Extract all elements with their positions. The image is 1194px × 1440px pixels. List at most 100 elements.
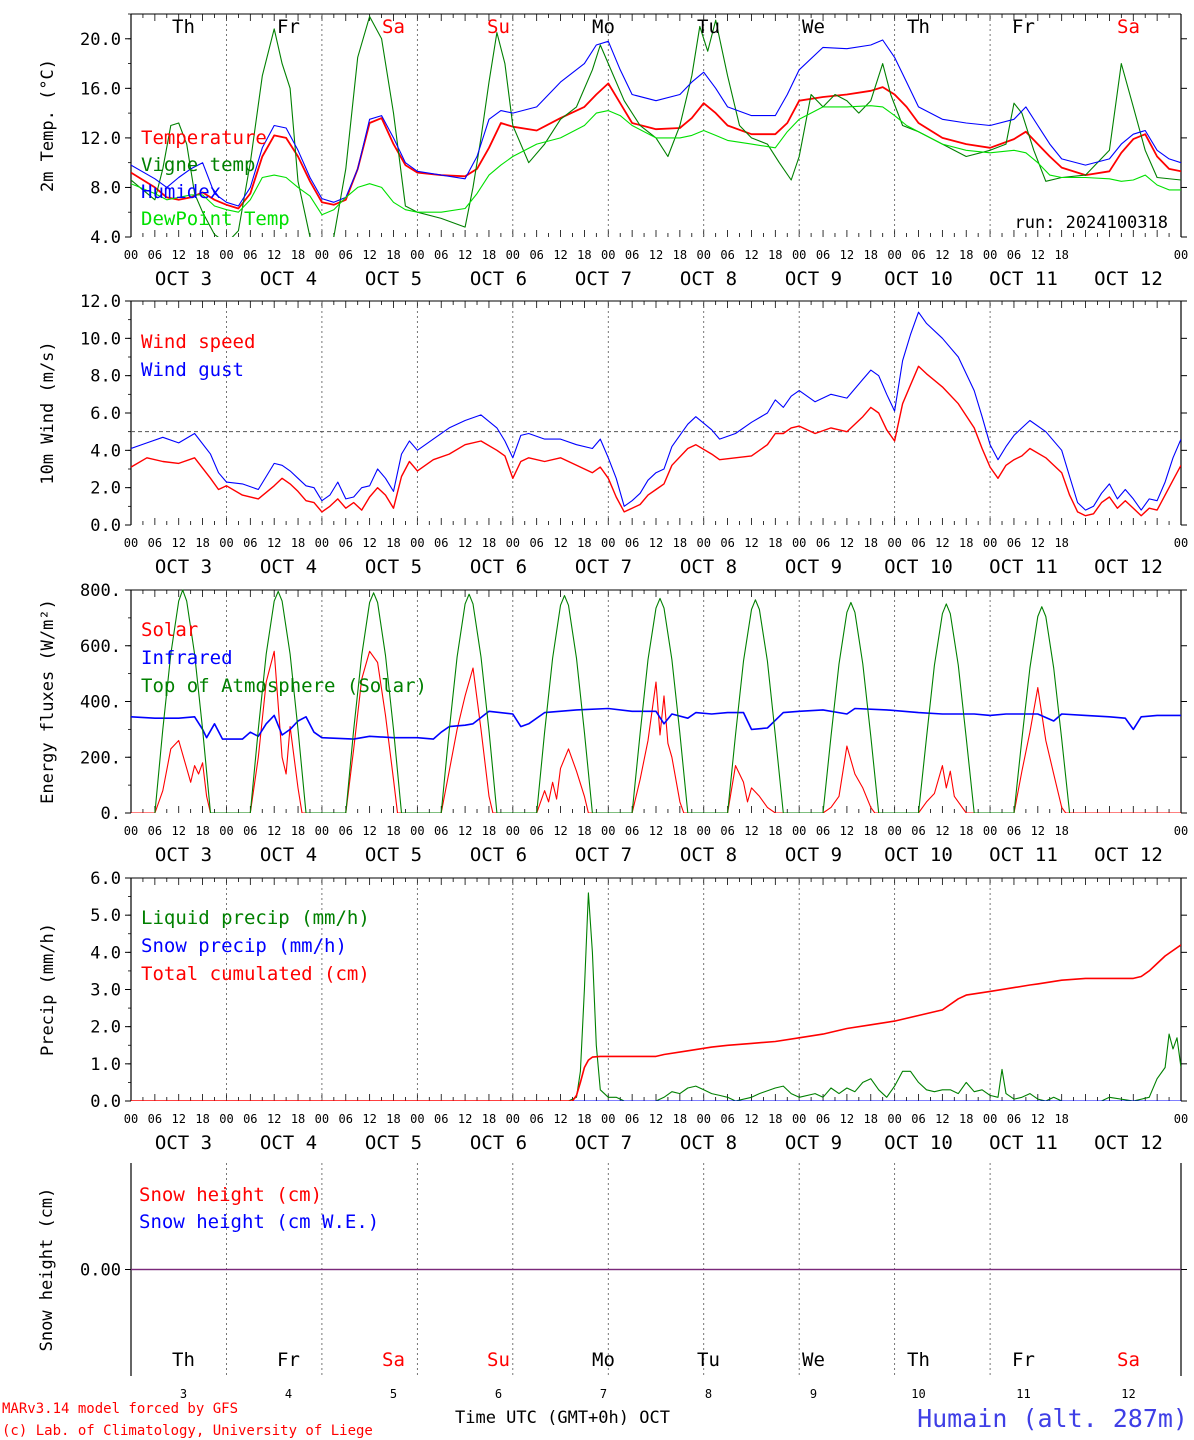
date-label: OCT 12 [1094,556,1163,578]
series-temperature [131,82,1181,210]
hour-label: 06 [339,248,353,262]
panel-5: 0.00 Snow height (cm) Snow height (cm) Snow… [37,1163,1187,1401]
hour-label: 12 [553,248,567,262]
weekday-label: We [802,1349,825,1371]
series-dewpoint-temp [131,105,1181,216]
day-number-label: 4 [285,1387,292,1401]
weekday-label: Th [172,1349,195,1371]
y-tick-label: 0. [101,804,121,824]
hour-label: 00 [887,1112,901,1126]
date-label: OCT 8 [680,1132,737,1154]
day-number-label: 7 [600,1387,607,1401]
hour-label: 12 [267,1112,281,1126]
day-number-label: 6 [495,1387,502,1401]
y-axis-label: 2m Temp. (°C) [38,59,58,192]
legend-entry: Snow precip (mm/h) [141,935,347,957]
date-label: OCT 5 [365,556,422,578]
hour-label: 06 [625,1112,639,1126]
date-label: OCT 4 [260,268,317,290]
hour-label: 06 [911,536,925,550]
date-label: OCT 7 [575,844,632,866]
hour-label: 12 [1031,248,1045,262]
hour-label: 12 [553,824,567,838]
hour-label: 12 [172,248,186,262]
hour-label: 06 [720,824,734,838]
hour-label: 06 [148,248,162,262]
date-label: OCT 5 [365,1132,422,1154]
hour-label: 12 [362,536,376,550]
panel-1: 4.0 8.0 12.0 16.0 20.0 2m Temp. (°C) Temperatu… [38,13,1188,290]
hour-label: 06 [339,1112,353,1126]
hour-label: 00 [697,824,711,838]
hour-label: 12 [935,1112,949,1126]
weekday-label: Tu [697,1349,720,1371]
hour-label: 18 [482,536,496,550]
series-group [131,589,1181,813]
hour-label: 00 [315,248,329,262]
hour-label: 12 [553,536,567,550]
hour-label: 18 [959,248,973,262]
hour-label: 18 [386,824,400,838]
y-tick-label: 400. [80,693,121,713]
date-label: OCT 3 [155,1132,212,1154]
hour-label: 12 [458,824,472,838]
hour-label: 00 [124,1112,138,1126]
legend-entry: Infrared [141,647,233,669]
date-label: OCT 8 [680,556,737,578]
series-solar [131,650,1181,813]
hour-label: 18 [291,536,305,550]
hour-label: 12 [935,536,949,550]
weekday-label: Th [907,1349,930,1371]
hour-label: 00 [410,824,424,838]
hour-label: 00 [792,536,806,550]
day-number-label: 10 [911,1387,925,1401]
y-tick-label: 16.0 [80,79,121,99]
hour-label: 06 [529,1112,543,1126]
hour-label: 00 [315,824,329,838]
hour-label: 00 [887,824,901,838]
hour-label: 12 [649,824,663,838]
y-tick-label: 6.0 [90,404,121,424]
hour-label: 06 [434,248,448,262]
y-tick-label: 4.0 [90,441,121,461]
hour-label: 12 [1031,824,1045,838]
y-tick-label: 3.0 [90,981,121,1001]
date-label: OCT 4 [260,556,317,578]
date-label: OCT 12 [1094,1132,1163,1154]
hour-label: 18 [577,248,591,262]
y-tick-label: 8.0 [90,178,121,198]
hour-label: 12 [935,248,949,262]
hour-label: 06 [816,536,830,550]
y-tick-label: 4.0 [90,943,121,963]
y-tick-label: 200. [80,748,121,768]
date-label: OCT 6 [470,844,527,866]
hour-label: 18 [195,824,209,838]
hour-label: 12 [649,1112,663,1126]
date-label: OCT 11 [989,1132,1058,1154]
hour-label: 00 [1174,248,1188,262]
date-label: OCT 6 [470,268,527,290]
series-humidex [131,39,1181,207]
hour-label: 00 [124,824,138,838]
hour-label: 00 [697,536,711,550]
legend-entry: Vigne temp [141,154,255,176]
hour-label: 12 [744,536,758,550]
hour-label: 12 [172,536,186,550]
hour-label: 06 [1007,824,1021,838]
hour-label: 00 [983,1112,997,1126]
hour-label: 18 [195,248,209,262]
run-label: run: 2024100318 [1014,213,1168,233]
hour-label: 06 [148,824,162,838]
series-infrared [131,707,1181,740]
hour-label: 06 [529,824,543,838]
lab-credit: (c) Lab. of Climatology, University of L… [2,1423,373,1439]
hour-label: 18 [864,248,878,262]
series-total-cumulated-cm [131,944,1181,1101]
hour-label: 18 [673,536,687,550]
day-number-label: 11 [1016,1387,1030,1401]
y-tick-label: 1.0 [90,1055,121,1075]
hour-label: 06 [529,248,543,262]
date-label: OCT 8 [680,844,737,866]
weekday-label: Tu [697,16,720,38]
y-tick-label: 12.0 [80,129,121,149]
